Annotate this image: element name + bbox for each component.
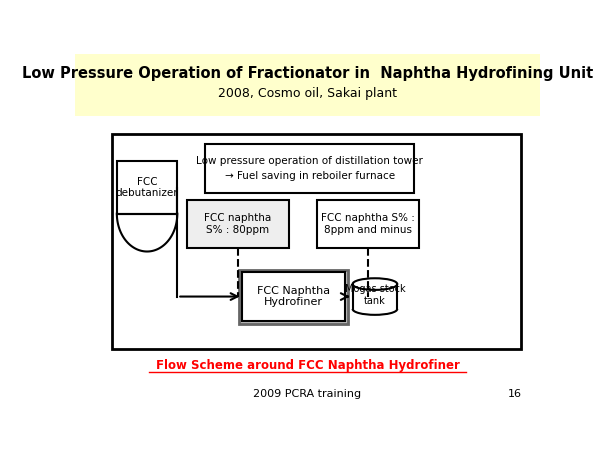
- Text: Flow Scheme around FCC Naphtha Hydrofiner: Flow Scheme around FCC Naphtha Hydrofine…: [155, 360, 460, 372]
- Text: Low Pressure Operation of Fractionator in  Naphtha Hydrofining Unit: Low Pressure Operation of Fractionator i…: [22, 66, 593, 81]
- Bar: [317, 199, 419, 248]
- Text: 2009 PCRA training: 2009 PCRA training: [253, 388, 362, 399]
- Bar: [187, 199, 289, 248]
- Text: Mogas stock
tank: Mogas stock tank: [344, 284, 405, 306]
- Bar: [242, 272, 344, 321]
- Ellipse shape: [353, 278, 397, 290]
- Bar: [239, 270, 349, 324]
- Text: FCC Naphtha
Hydrofiner: FCC Naphtha Hydrofiner: [257, 286, 330, 307]
- Bar: [117, 162, 178, 214]
- Bar: [205, 144, 415, 193]
- Text: FCC naphtha S% :
8ppm and minus: FCC naphtha S% : 8ppm and minus: [321, 213, 415, 234]
- Text: → Fuel saving in reboiler furnace: → Fuel saving in reboiler furnace: [225, 171, 395, 181]
- Text: Low pressure operation of distillation tower: Low pressure operation of distillation t…: [196, 156, 423, 166]
- FancyBboxPatch shape: [75, 54, 540, 117]
- Bar: [112, 134, 521, 348]
- Text: FCC
debutanizer: FCC debutanizer: [116, 177, 178, 198]
- Text: FCC naphtha
S% : 80ppm: FCC naphtha S% : 80ppm: [204, 213, 271, 234]
- Text: 16: 16: [508, 388, 521, 399]
- Text: 2008, Cosmo oil, Sakai plant: 2008, Cosmo oil, Sakai plant: [218, 87, 397, 100]
